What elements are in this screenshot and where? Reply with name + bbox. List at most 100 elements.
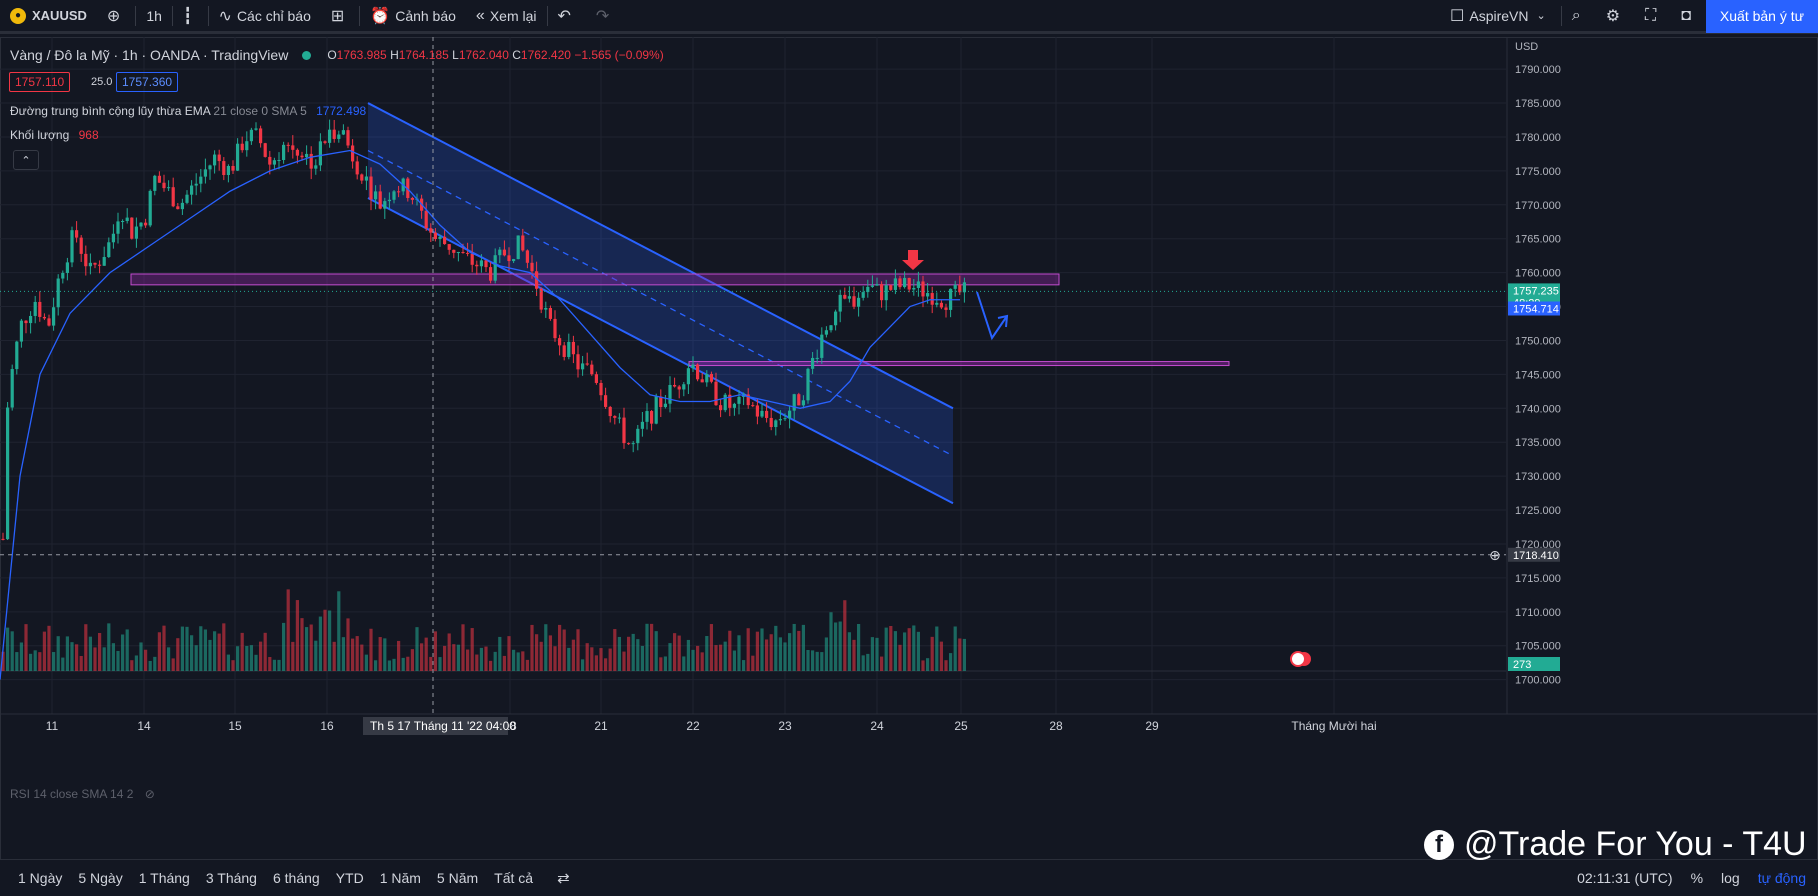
candle-body [696, 364, 700, 380]
volume-bar [194, 645, 198, 671]
candle-body [236, 143, 240, 171]
price-chart[interactable]: ⊕ 1790.000 1785.000 1780.000 1775.000 1770.0… [0, 37, 1818, 860]
clock[interactable]: 02:11:31 (UTC) [1577, 870, 1673, 886]
search-icon: ⌕ [1571, 6, 1581, 24]
volume-bar [645, 623, 649, 671]
compare-button[interactable]: ⊕ [97, 0, 135, 33]
templates-button[interactable]: ⊞ [321, 0, 359, 33]
price-tick-label: 1740.000 [1515, 403, 1561, 415]
volume-bar [364, 654, 368, 671]
range-button[interactable]: 1 Năm [379, 870, 421, 886]
undo-button[interactable]: ↶ [548, 0, 586, 33]
range-button[interactable]: 1 Tháng [138, 870, 190, 886]
volume-bar [903, 632, 907, 671]
volume-bar [516, 652, 520, 671]
sell-price-button[interactable]: 1757.110 [9, 72, 71, 92]
settings-button[interactable]: ⚙ [1596, 0, 1635, 33]
log-toggle[interactable]: log [1721, 870, 1740, 886]
chart-overlays: ⊕ [0, 37, 1506, 714]
low-label: L [452, 48, 459, 62]
percent-toggle[interactable]: % [1690, 870, 1704, 886]
support-line [688, 361, 1230, 367]
volume-bar [61, 657, 65, 671]
volume-bar [880, 656, 884, 671]
price-tick-label: 1765.000 [1515, 234, 1561, 246]
auto-scale-toggle[interactable]: tự động [1757, 870, 1806, 886]
publish-idea-button[interactable]: Xuất bản ý tư [1705, 0, 1818, 33]
candle-body [567, 341, 571, 357]
volume-bar [167, 647, 171, 671]
volume-bar [387, 660, 391, 671]
candle-body [903, 277, 907, 288]
candle-body [898, 278, 902, 288]
down-arrow-marker [902, 250, 924, 270]
candle-body [452, 249, 456, 253]
ema-indicator-legend[interactable]: Đường trung bình cộng lũy thừa EMA 21 cl… [10, 104, 366, 118]
volume-bar [314, 640, 318, 671]
candle-body [387, 199, 391, 202]
eye-off-icon[interactable]: ⊘ [144, 787, 155, 801]
candle-body [650, 411, 654, 424]
chart-type-button[interactable]: ┇ [173, 0, 208, 33]
ema-line [0, 149, 960, 680]
candle-body [125, 217, 129, 222]
collapse-legend-button[interactable]: ⌃ [13, 150, 39, 170]
candle-body [930, 293, 934, 305]
volume-bar [525, 659, 529, 671]
candle-body [792, 394, 796, 411]
close-value: 1762.420 [520, 48, 571, 62]
candle-body [484, 260, 488, 268]
volume-bar [378, 637, 382, 671]
alert-button[interactable]: ⏰ Cảnh báo [360, 0, 466, 33]
open-label: O [327, 48, 337, 62]
candle-body [323, 141, 327, 143]
candle-body [889, 285, 893, 290]
candle-body [944, 307, 948, 310]
price-tick-label: 1735.000 [1515, 437, 1561, 449]
volume-bar [907, 628, 911, 671]
quick-search-button[interactable]: ⌕ [1562, 0, 1596, 33]
replay-button[interactable]: « Xem lại [466, 0, 547, 33]
range-button[interactable]: YTD [335, 870, 364, 886]
snapshot-button[interactable]: ◘ [1671, 0, 1706, 33]
fullscreen-button[interactable]: ⛶ [1635, 0, 1671, 33]
volume-bar [213, 631, 217, 671]
range-button[interactable]: 5 Năm [436, 870, 479, 886]
price-tick-label: 1770.000 [1515, 200, 1561, 212]
volume-bar [654, 631, 658, 671]
candle-body [93, 262, 97, 265]
candle-body [456, 252, 460, 254]
volume-bar [116, 650, 120, 671]
range-button[interactable]: 1 Ngày [18, 870, 63, 886]
indicators-label: Các chỉ báo [236, 7, 311, 24]
volume-bar [240, 632, 244, 671]
rsi-indicator-legend[interactable]: RSI 14 close SMA 14 2 ⊘ [10, 787, 155, 801]
symbol-search[interactable]: ● XAUUSD [0, 0, 97, 33]
redo-button[interactable]: ↷ [586, 0, 624, 33]
volume-bar [15, 652, 19, 671]
candle-body [318, 141, 322, 166]
range-button[interactable]: 5 Ngày [78, 870, 123, 886]
volume-indicator-legend[interactable]: Khối lượng 968 [10, 128, 99, 142]
candle-body [691, 364, 695, 369]
buy-price-button[interactable]: 1757.360 [116, 72, 179, 92]
volume-bar [714, 645, 718, 671]
watermark: f @Trade For You - T4U [1424, 825, 1807, 864]
candle-body [755, 405, 759, 417]
ema-price-tag [1508, 301, 1560, 316]
range-button[interactable]: Tất cả [494, 870, 534, 886]
volume-bar [622, 651, 626, 671]
volume-bar [926, 658, 930, 671]
range-button[interactable]: 3 Tháng [205, 870, 257, 886]
range-button[interactable]: 6 tháng [272, 870, 320, 886]
interval-button[interactable]: 1h [146, 7, 162, 24]
candle-body [847, 296, 851, 299]
go-to-date-icon[interactable]: ⇄ [557, 870, 570, 887]
candle-body [815, 357, 819, 359]
volume-bar [415, 627, 419, 671]
chart-title: Vàng / Đô la Mỹ · 1h · OANDA · TradingVi… [10, 47, 289, 63]
candle-body [259, 128, 263, 144]
candle-body [622, 417, 626, 444]
indicators-button[interactable]: ∿ Các chỉ báo [209, 0, 321, 33]
layout-button[interactable]: ☐ AspireVN ⌄ [1440, 0, 1561, 33]
